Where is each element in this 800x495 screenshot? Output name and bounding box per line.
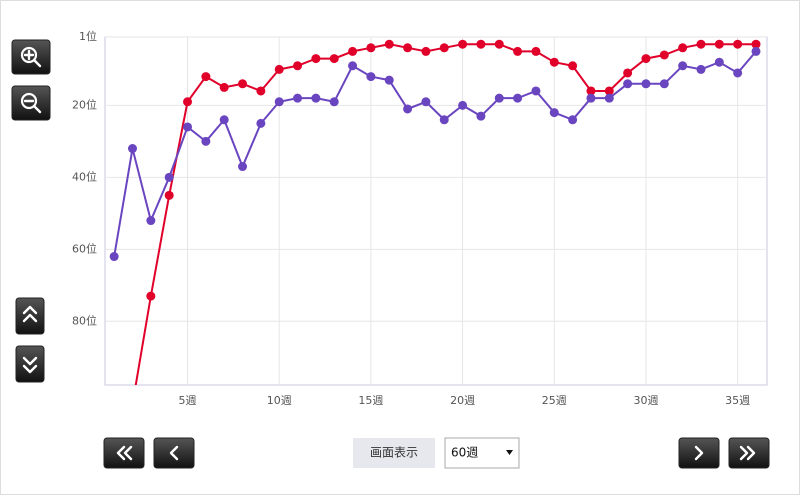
y-tick-label: 60位 (72, 241, 97, 255)
data-point (329, 54, 339, 64)
data-point (568, 61, 578, 71)
data-point (549, 57, 559, 67)
x-tick-label: 30週 (633, 394, 658, 407)
data-point (403, 104, 413, 114)
data-point (238, 162, 248, 172)
scroll-up-button[interactable] (15, 297, 45, 335)
data-point (201, 72, 211, 82)
data-point (458, 39, 468, 49)
data-point (751, 46, 761, 56)
data-point (458, 100, 468, 110)
zoom-out-button[interactable] (11, 85, 51, 121)
data-point (549, 108, 559, 118)
scroll-down-button[interactable] (15, 345, 45, 383)
data-point (531, 86, 541, 96)
data-point (623, 79, 633, 89)
data-point (678, 43, 688, 53)
data-point (274, 64, 284, 74)
plot-area (104, 36, 768, 386)
data-point (219, 115, 229, 125)
y-tick-label: 40位 (72, 169, 97, 183)
data-point (714, 39, 724, 49)
data-point (439, 43, 449, 53)
next-button[interactable] (678, 437, 720, 469)
data-point (641, 79, 651, 89)
data-point (659, 79, 669, 89)
y-tick-label: 20位 (72, 97, 97, 111)
data-point (384, 39, 394, 49)
data-point (476, 39, 486, 49)
data-point (311, 54, 321, 64)
data-point (164, 190, 174, 200)
data-point (513, 46, 523, 56)
data-point (513, 93, 523, 103)
data-point (586, 86, 596, 96)
data-point (183, 97, 193, 107)
data-point (604, 93, 614, 103)
data-point (201, 136, 211, 146)
data-point (219, 82, 229, 92)
data-point (384, 75, 394, 85)
data-point (146, 216, 156, 226)
data-point (329, 97, 339, 107)
data-point (623, 68, 633, 78)
data-point (751, 39, 761, 49)
data-point (256, 118, 266, 128)
data-point (403, 43, 413, 53)
data-point (274, 97, 284, 107)
zoom-in-button[interactable] (11, 39, 51, 75)
data-point (586, 93, 596, 103)
data-point (238, 79, 248, 89)
first-button[interactable] (103, 437, 145, 469)
data-point (678, 61, 688, 71)
data-point (348, 46, 358, 56)
data-point (659, 50, 669, 60)
data-point (604, 86, 614, 96)
data-point (293, 61, 303, 71)
data-point (494, 93, 504, 103)
data-point (128, 144, 138, 154)
data-point (696, 39, 706, 49)
data-point (714, 57, 724, 67)
prev-button[interactable] (153, 437, 195, 469)
x-tick-label: 25週 (542, 394, 567, 407)
data-point (293, 93, 303, 103)
display-label: 画面表示 (370, 446, 418, 460)
data-point (476, 111, 486, 121)
y-tick-label: 1位 (79, 29, 97, 43)
data-point (439, 115, 449, 125)
data-point (366, 43, 376, 53)
data-point (366, 72, 376, 82)
x-tick-label: 35週 (725, 394, 750, 407)
x-tick-label: 5週 (179, 394, 197, 407)
data-point (146, 291, 156, 301)
data-point (733, 39, 743, 49)
y-tick-label: 80位 (72, 313, 97, 327)
data-point (494, 39, 504, 49)
display-select[interactable]: 60週 (444, 437, 520, 469)
data-point (183, 122, 193, 132)
data-point (568, 115, 578, 125)
x-tick-label: 15週 (358, 394, 383, 407)
data-point (733, 68, 743, 78)
data-point (109, 252, 119, 262)
last-button[interactable] (728, 437, 770, 469)
data-point (421, 97, 431, 107)
data-point (348, 61, 358, 71)
data-point (421, 46, 431, 56)
display-label-box (353, 438, 435, 468)
data-point (696, 64, 706, 74)
data-point (256, 86, 266, 96)
x-tick-label: 20週 (450, 394, 475, 407)
data-point (164, 172, 174, 182)
display-select-value: 60週 (451, 446, 478, 460)
x-tick-label: 10週 (267, 394, 292, 407)
data-point (311, 93, 321, 103)
data-point (641, 54, 651, 64)
data-point (531, 46, 541, 56)
